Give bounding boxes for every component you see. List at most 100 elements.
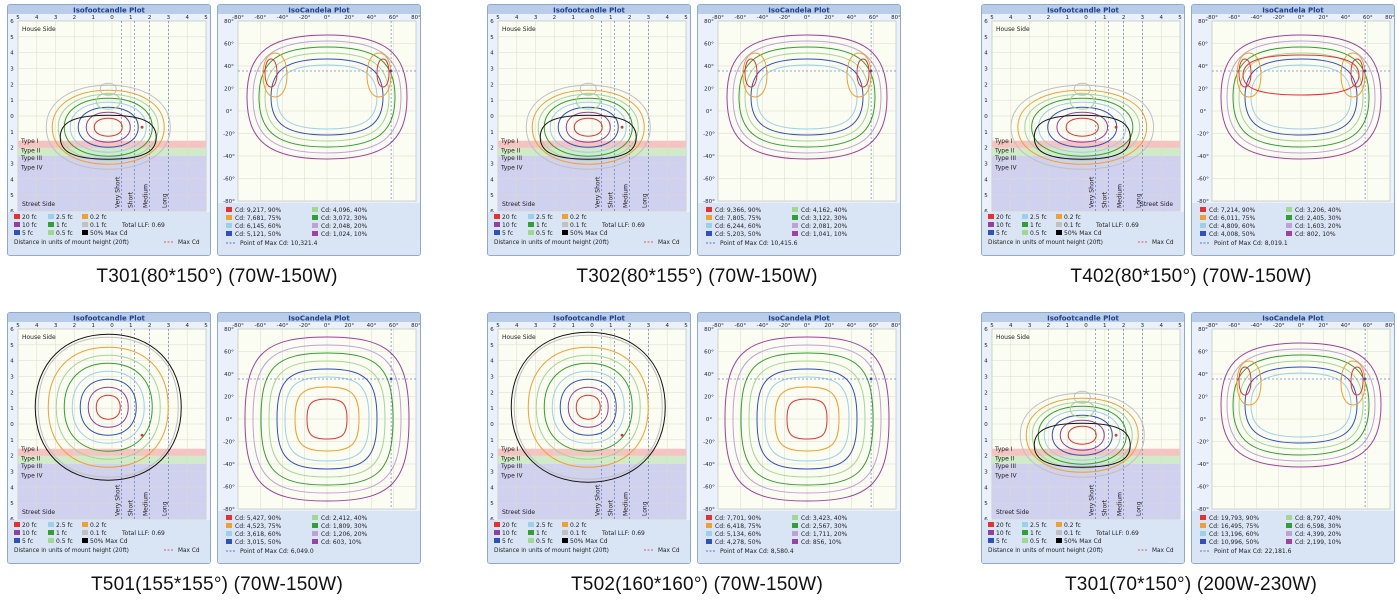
cd-legend-label: Cd: 802, 10% [1295,231,1336,238]
fc-contour [543,362,633,452]
y-tick-label: 60° [704,350,714,356]
y-tick-label: 3 [490,162,494,168]
cd-contour [264,58,278,88]
legend-swatch [82,522,88,527]
legend-swatch [562,230,568,235]
x-tick-label: 3 [647,15,651,21]
type-label: Type IV [20,164,43,171]
y-tick-label: 3 [984,67,988,73]
cd-legend-label: Cd: 4,162, 40% [801,207,848,214]
legend-area [488,212,690,255]
x-tick-label: -40° [757,15,769,21]
x-tick-label: 1 [571,15,575,21]
x-tick-label: 2 [1122,323,1126,329]
fc-contour [565,111,611,143]
y-tick-label: 0° [706,109,712,115]
chart-caption: T502(160*160°) (70W-150W) [571,574,823,595]
x-tick-label: 1 [129,323,133,329]
isocandela-plot: IsoCandela Plot -80° -60° -40° -20° 0° 20° 40° 6… [697,312,901,564]
cd-legend-label: Cd: 4,523, 75% [235,523,282,530]
x-tick-label: 1 [1065,15,1069,21]
x-tick-label: 4 [515,323,519,329]
type-label: Type III [994,155,1016,162]
distance-note: Distance in units of mount height (20ft) [14,240,129,246]
x-tick-label: 5 [204,15,208,21]
cd-legend-label: Cd: 1,024, 10% [321,231,368,238]
cd-contour [1244,58,1358,136]
y-tick-label: 5 [490,343,494,349]
max-cd-marker [1363,377,1367,381]
cd-legend-label: Cd: 4,278, 50% [715,539,762,546]
fc-contour [1069,92,1095,110]
point-of-max-cd: Point of Max Cd: 8,019.1 [1214,240,1288,247]
title-bar [982,313,1184,322]
x-tick-label: 3 [1028,323,1032,329]
x-tick-label: 60° [1363,15,1373,21]
x-tick-label: 5 [496,323,500,329]
cd-legend-label: Cd: 6,418, 75% [715,523,762,530]
title-bar [488,5,690,14]
legend-swatch [1022,530,1028,535]
cd-legend-label: Cd: 7,805, 75% [715,215,762,222]
cd-legend-label: Cd: 7,701, 90% [715,515,762,522]
legend-swatch [988,530,994,535]
total-llf: Total LLF: 0.69 [601,530,645,537]
type-label: Type IV [994,164,1017,171]
legend-swatch [82,222,88,227]
legend-label: 0.1 fc [1064,530,1081,537]
x-tick-label: 1 [1103,15,1107,21]
cd-legend-label: Cd: 2,081, 20% [801,223,848,230]
isofootcandle-plot: Isofootcandle Plot 5 4 3 2 1 0 1 2 3 4 5 6 5 4 3 2 1 0 1 2 3 4… [487,4,691,256]
x-tick-label: 60° [389,15,399,21]
half-max-contour [59,114,157,160]
cd-legend-label: Cd: 856, 10% [801,539,842,546]
x-tick-label: 2 [553,323,557,329]
legend-label: 50% Max Cd [1064,538,1102,545]
cd-legend-swatch [226,223,232,228]
chart-caption: T301(80*150°) (70W-150W) [96,266,338,287]
max-cd-marker [140,433,144,437]
x-tick-label: 2 [148,323,152,329]
x-tick-label: 0 [590,323,594,329]
x-tick-label: 3 [54,323,58,329]
x-tick-label: -80° [1206,15,1218,21]
cd-legend-label: Cd: 2,199, 10% [1295,539,1342,546]
x-tick-label: 5 [990,323,994,329]
legend-area [982,212,1184,255]
y-tick-label: 4 [10,51,14,57]
isofc-title: Isofootcandle Plot [1047,315,1119,323]
isofootcandle-plot: Isofootcandle Plot 5 4 3 2 1 0 1 2 3 4 5 6 5 4 3 2 1 0 1 2 3 4… [7,4,211,256]
mh-label: Medium [623,492,630,516]
y-tick-label: -40° [1197,462,1209,468]
x-tick-label: 0 [1084,323,1088,329]
x-tick-label: 20° [1318,323,1328,329]
mh-label: Short [128,499,135,516]
cd-legend-label: Cd: 6,244, 60% [715,223,762,230]
legend-label: 50% Max Cd [570,538,608,545]
cd-contour [732,40,882,154]
legend-label: 10 fc [996,530,1011,537]
isocandela-svg: IsoCandela Plot -80° -60° -40° -20° 0° 20° 40° 6… [698,5,900,255]
y-tick-label: 1 [984,438,988,444]
cd-contour [252,344,402,494]
cd-legend-swatch [706,215,712,220]
y-tick-label: 0 [984,422,988,428]
legend-swatch [988,522,994,527]
x-tick-label: 60° [1363,323,1373,329]
cd-legend-swatch [226,531,232,536]
type-label: Type III [994,463,1016,470]
type-label: Type III [20,155,42,162]
isofc-title: Isofootcandle Plot [73,315,145,323]
max-cd-marker [620,125,624,129]
legend-label: 20 fc [996,214,1011,221]
y-tick-label: 5 [10,343,14,349]
y-tick-label: 0 [490,422,494,428]
y-tick-label: 20° [704,87,714,93]
legend-swatch [82,214,88,219]
fc-contour [537,93,639,161]
cd-legend-swatch [226,539,232,544]
x-tick-label: 20° [824,323,834,329]
